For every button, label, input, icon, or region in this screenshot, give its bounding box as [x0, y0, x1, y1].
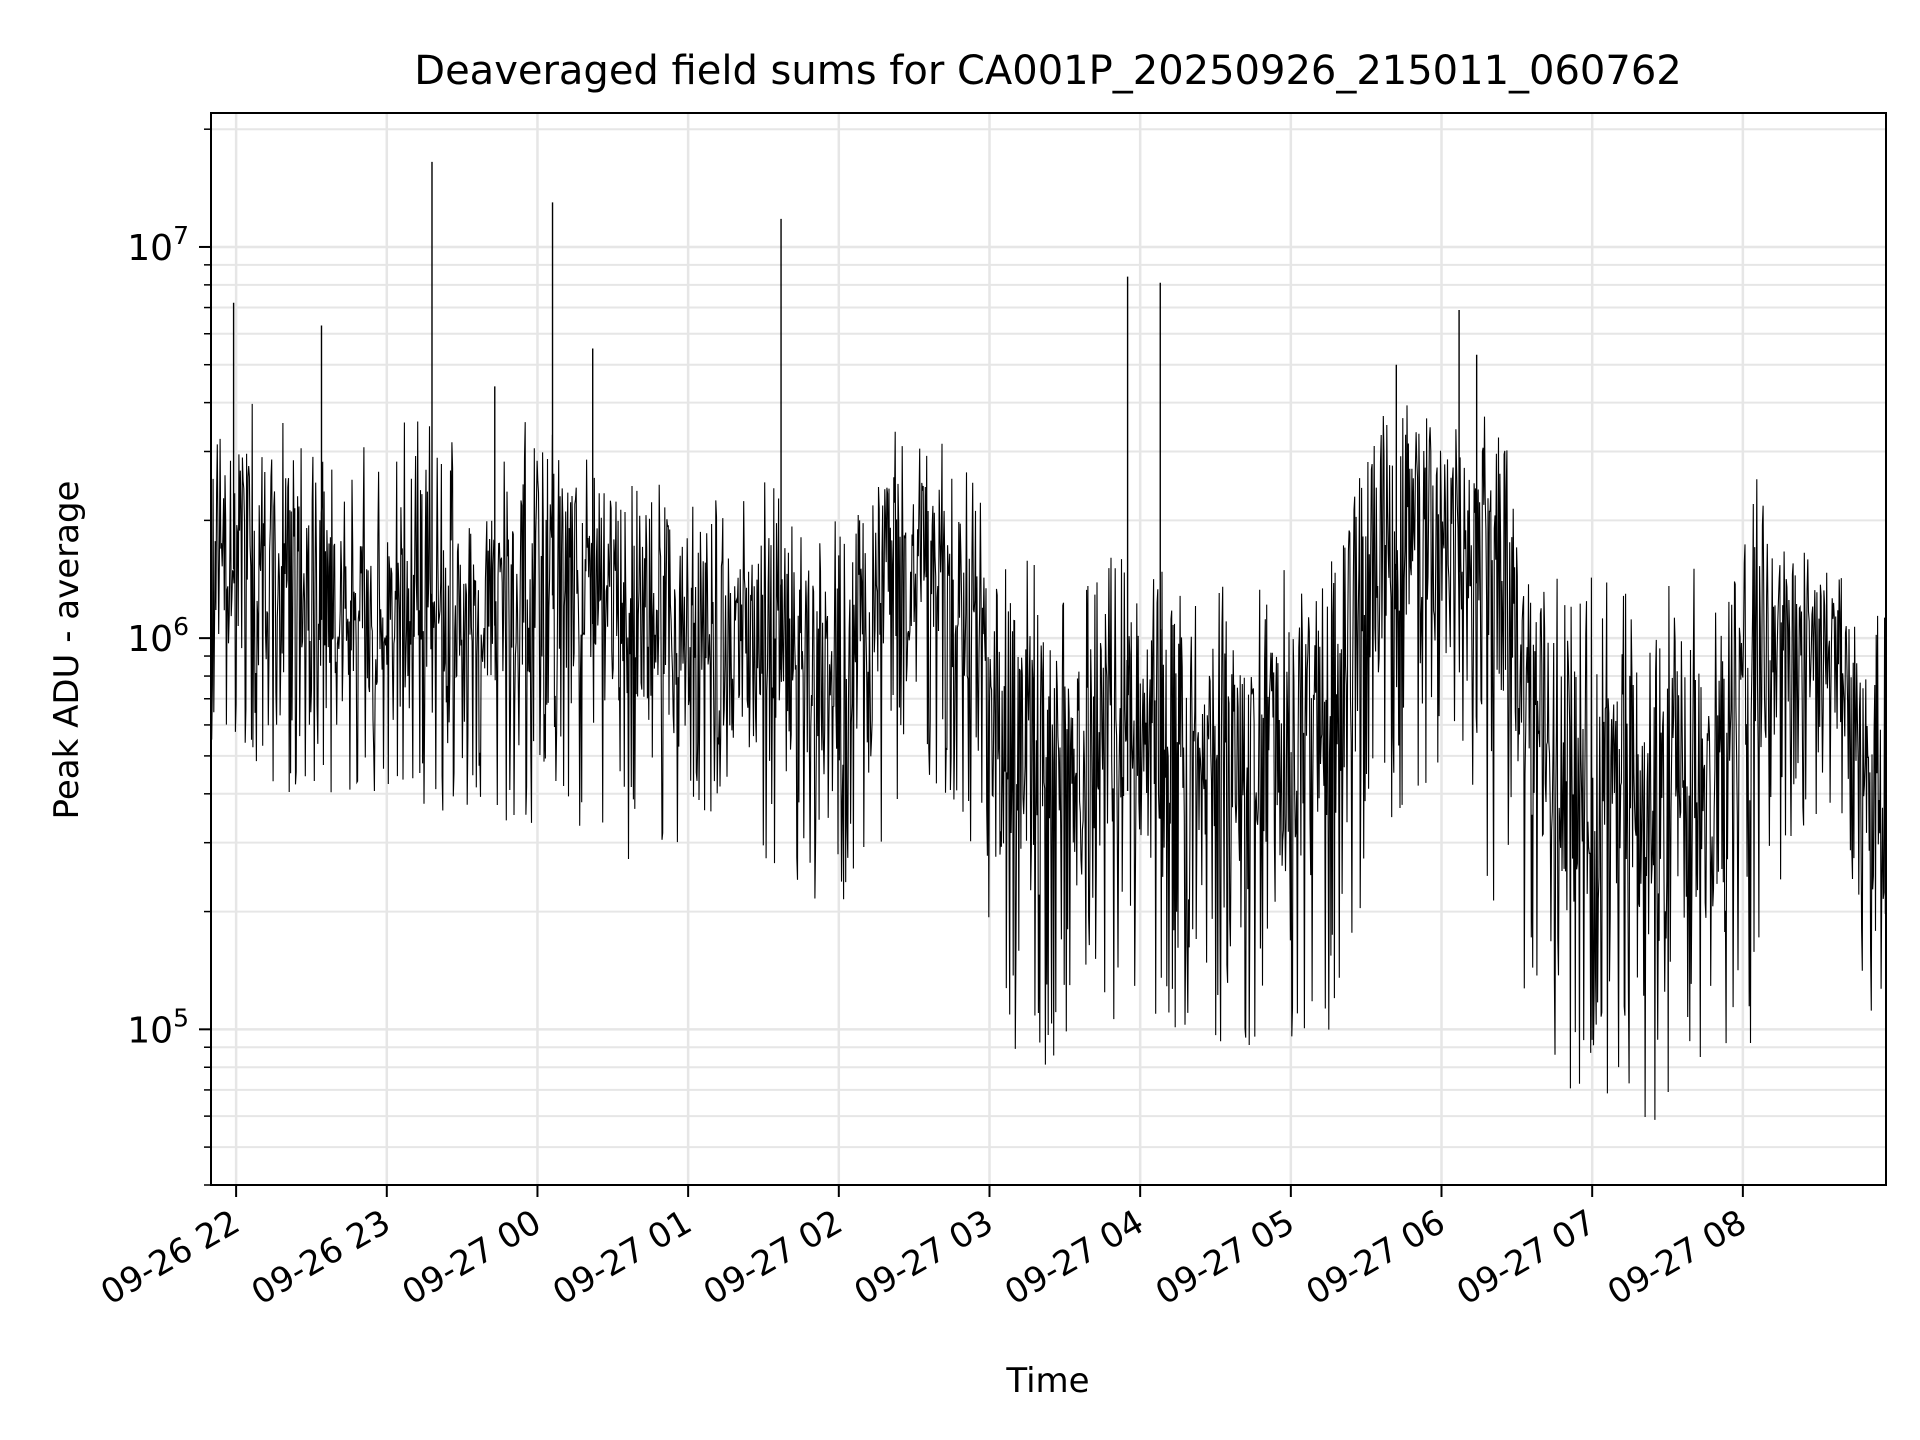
series-line-group	[211, 161, 1886, 1120]
x-axis-label: Time	[1005, 1361, 1089, 1401]
plot-area	[211, 161, 1886, 1120]
series-line	[211, 403, 1886, 1120]
plot-frame	[210, 112, 1887, 1186]
y-axis-ticks: 105 106 107	[127, 128, 211, 1186]
y-tick-label: 107	[127, 221, 189, 269]
y-tick-label: 105	[127, 1003, 189, 1051]
y-axis-label: Peak ADU - average	[47, 481, 87, 820]
y-tick-label: 106	[127, 612, 189, 660]
chart-title: Deaveraged field sums for CA001P_2025092…	[414, 48, 1681, 94]
